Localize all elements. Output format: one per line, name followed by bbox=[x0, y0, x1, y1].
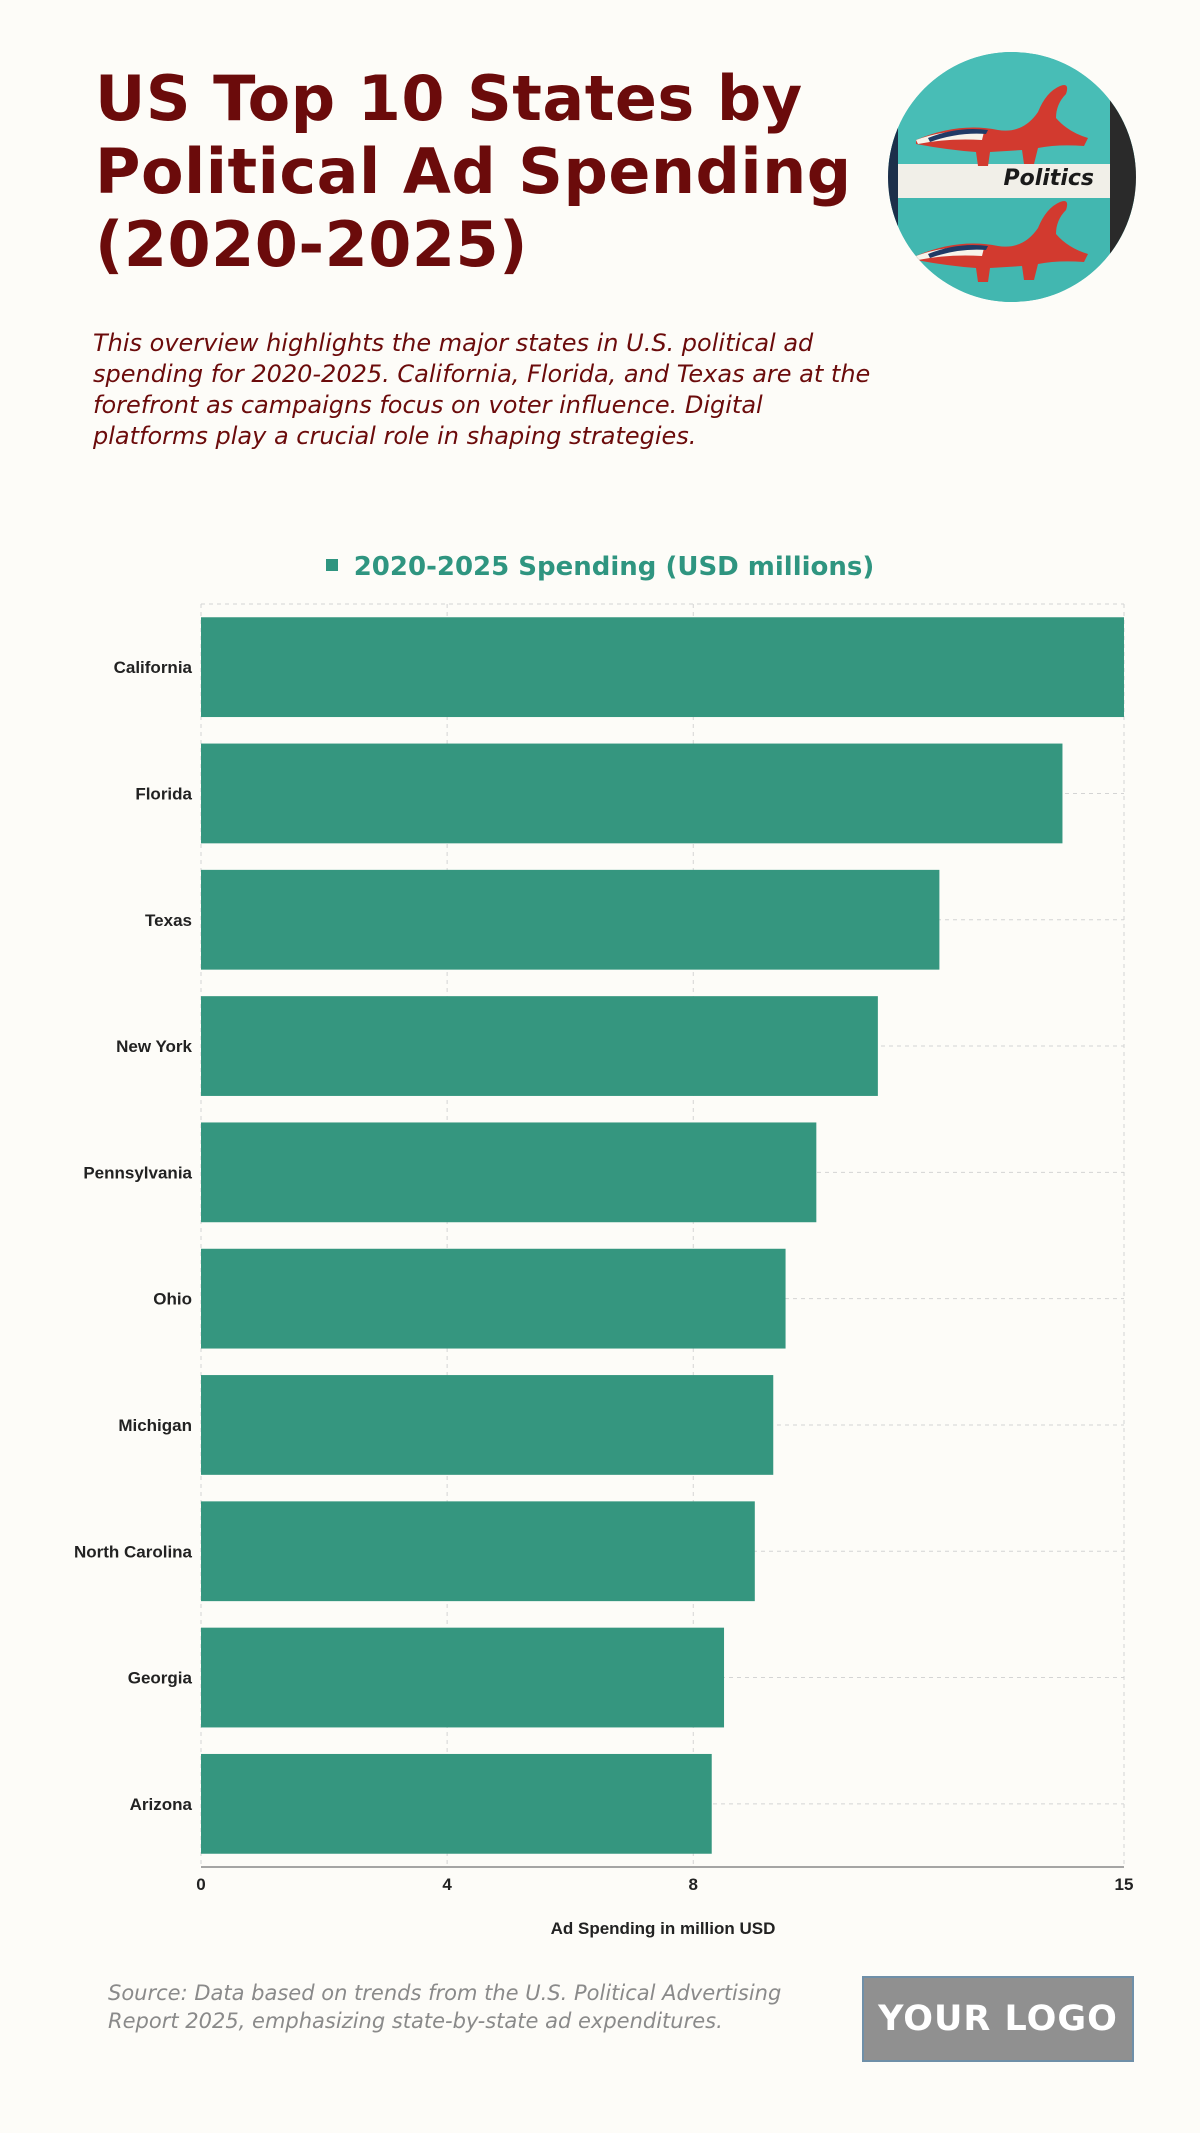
category-label: Michigan bbox=[118, 1416, 192, 1435]
x-tick-label: 4 bbox=[442, 1875, 452, 1894]
legend-swatch bbox=[325, 558, 338, 571]
politics-badge-image: Politics bbox=[888, 52, 1136, 302]
x-tick-label: 8 bbox=[689, 1875, 698, 1894]
category-label: North Carolina bbox=[74, 1542, 193, 1561]
legend-label: 2020-2025 Spending (USD millions) bbox=[353, 552, 875, 582]
bar bbox=[201, 1248, 786, 1349]
x-tick-label: 15 bbox=[1115, 1875, 1134, 1894]
source-note: Source: Data based on trends from the U.… bbox=[108, 1981, 782, 2033]
x-tick-label: 0 bbox=[196, 1875, 205, 1894]
logo-placeholder: YOUR LOGO bbox=[862, 1976, 1134, 2062]
bar bbox=[201, 1122, 817, 1223]
chart-legend: 2020-2025 Spending (USD millions) bbox=[0, 552, 1200, 582]
bar bbox=[201, 1753, 712, 1854]
x-axis-label: Ad Spending in million USD bbox=[551, 1919, 776, 1938]
category-labels: California Florida Texas New York Pennsylvan… bbox=[74, 658, 193, 1814]
bar bbox=[201, 1627, 725, 1728]
bars bbox=[201, 617, 1124, 1854]
category-label: Texas bbox=[145, 911, 192, 930]
bar bbox=[201, 1375, 774, 1475]
category-label: Pennsylvania bbox=[83, 1163, 192, 1182]
badge-label: Politics bbox=[1003, 166, 1094, 191]
bar bbox=[201, 1501, 755, 1602]
dinosaur-icon bbox=[916, 85, 1088, 166]
category-label: Florida bbox=[135, 784, 192, 803]
x-tick-labels: 0 4 8 15 bbox=[196, 1875, 1133, 1894]
chart-subtitle: This overview highlights the major state… bbox=[93, 329, 871, 450]
category-label: Georgia bbox=[128, 1669, 193, 1688]
dinosaur-icon bbox=[916, 201, 1088, 282]
bar bbox=[201, 617, 1124, 718]
bar-chart: California Florida Texas New York Pennsylvan… bbox=[74, 603, 1133, 1938]
bar bbox=[201, 869, 940, 970]
category-label: Arizona bbox=[130, 1795, 193, 1814]
bar bbox=[201, 743, 1063, 844]
bar bbox=[201, 996, 878, 1096]
chart-title: US Top 10 States by Political Ad Spendin… bbox=[95, 62, 852, 281]
category-label: California bbox=[114, 658, 193, 677]
category-label: Ohio bbox=[153, 1290, 192, 1309]
category-label: New York bbox=[116, 1037, 192, 1056]
